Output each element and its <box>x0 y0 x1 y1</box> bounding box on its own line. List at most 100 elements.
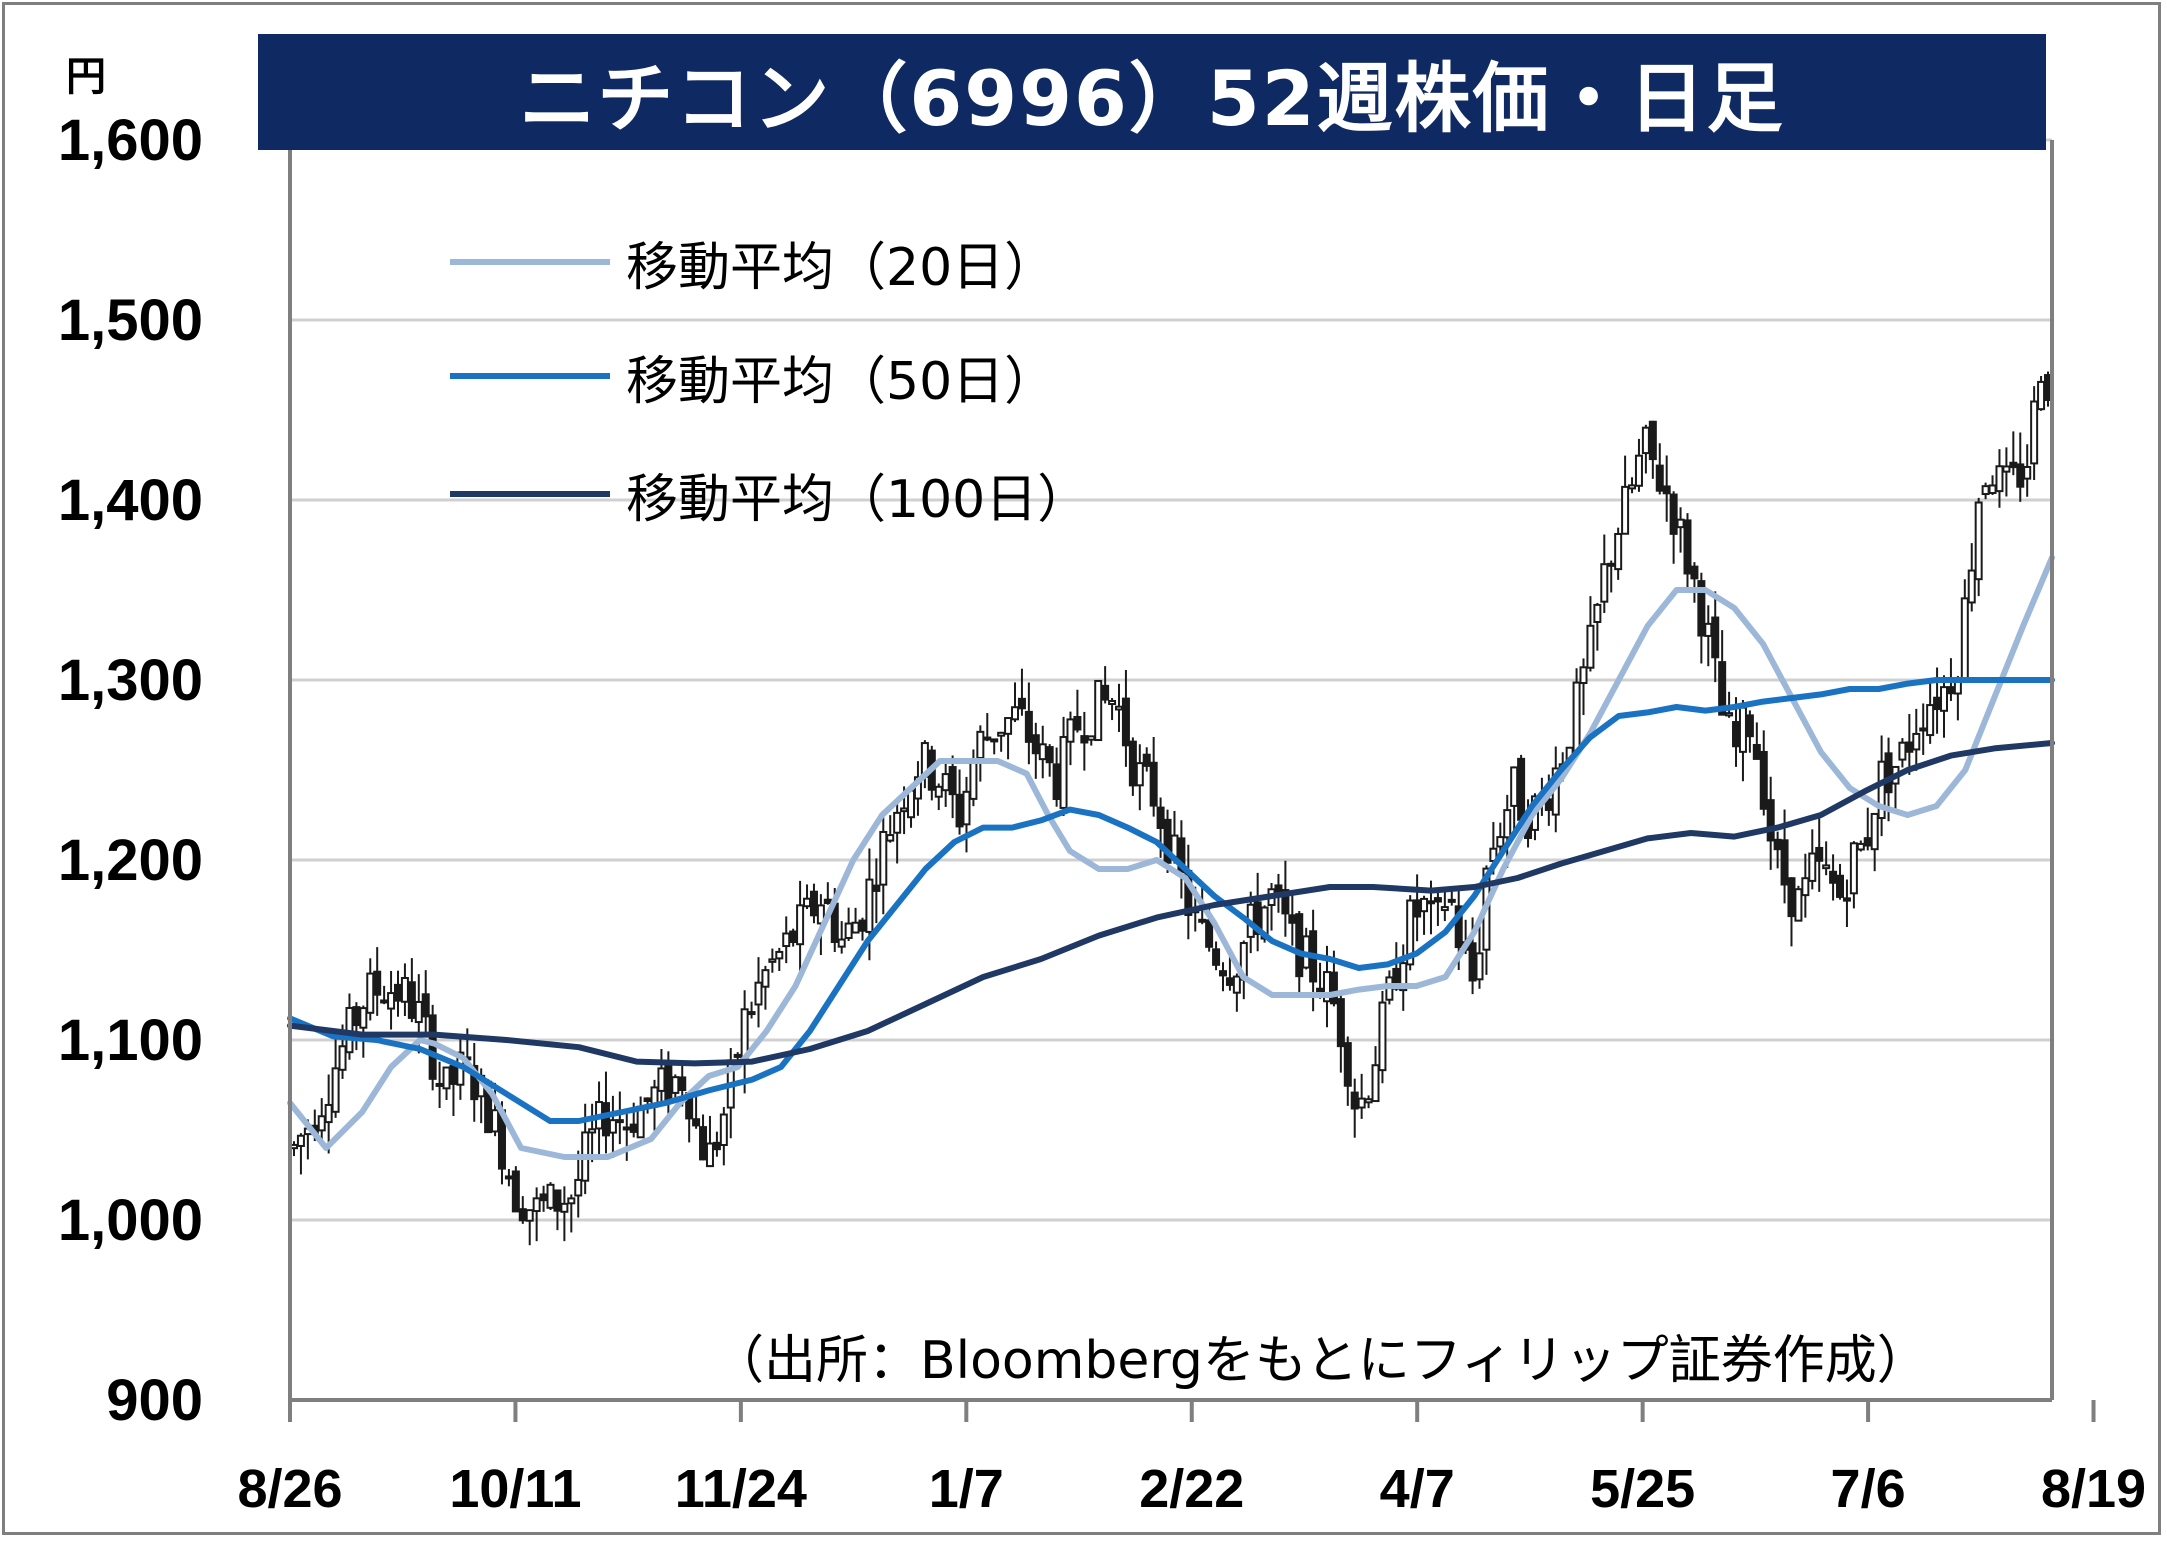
candle-body <box>1066 718 1075 743</box>
candle-body <box>699 1126 708 1161</box>
candle-body <box>1212 948 1221 966</box>
candle-body <box>1198 918 1207 923</box>
candle-body <box>1149 761 1158 807</box>
candle-body <box>1073 715 1082 731</box>
x-tick-label: 4/7 <box>1380 1459 1455 1519</box>
candle-body <box>768 958 777 963</box>
candle-body <box>1946 686 1955 695</box>
candle-body <box>1711 616 1720 659</box>
y-tick-labels: 900 1,000 1,100 1,200 1,300 1,400 1,500 1,600 <box>58 108 203 1433</box>
candle-body <box>1052 763 1061 801</box>
candle-body <box>352 1006 361 1027</box>
candle-body <box>997 731 1006 737</box>
candle-body <box>1357 1097 1366 1109</box>
candle-body <box>1426 900 1435 905</box>
candle-body <box>1135 762 1144 787</box>
candle-body <box>1884 752 1893 794</box>
candle-body <box>1274 884 1283 893</box>
candle-body <box>317 1115 326 1132</box>
candle-body <box>886 834 895 842</box>
y-tick-label: 1,200 <box>58 828 203 893</box>
legend-label-ma100: 移動平均（100日） <box>626 469 1090 530</box>
candle-body <box>1801 877 1810 897</box>
candle-body <box>546 1183 555 1209</box>
candle-body <box>1295 913 1304 978</box>
y-tick-label: 1,100 <box>58 1008 203 1073</box>
candle-body <box>1905 741 1914 753</box>
candle-body <box>775 950 784 960</box>
candle-body <box>1218 970 1227 977</box>
candle-body <box>588 1128 597 1134</box>
candle-body <box>1856 842 1865 851</box>
candle-body <box>1017 697 1026 710</box>
y-tick-label: 1,500 <box>58 288 203 353</box>
legend-swatch-ma20 <box>450 259 610 265</box>
candle-body <box>442 1066 451 1090</box>
candle-body <box>359 1007 368 1029</box>
candle-body <box>983 736 992 741</box>
candle-body <box>331 1067 340 1113</box>
candle-body <box>1329 971 1338 1005</box>
candle-body <box>1898 741 1907 761</box>
ma-line-ma50 <box>287 677 2055 1124</box>
candle-body <box>1371 1064 1380 1103</box>
candle-body <box>1399 962 1408 992</box>
candle-body <box>1676 518 1685 529</box>
candle-body <box>1593 603 1602 624</box>
legend-swatch-ma50 <box>450 373 610 379</box>
candle-body <box>823 898 832 904</box>
legend-label-ma20: 移動平均（20日） <box>626 237 1057 298</box>
candle-body <box>1454 905 1463 949</box>
x-tick-label: 10/11 <box>449 1459 581 1519</box>
candle-body <box>2016 463 2025 488</box>
candle-body <box>1364 1098 1373 1104</box>
candle-body <box>796 904 805 946</box>
candle-body <box>1988 484 1997 495</box>
candle-body <box>1912 732 1921 751</box>
candle-body <box>1718 661 1727 716</box>
candle-body <box>1738 706 1747 753</box>
candle-body <box>1822 864 1831 870</box>
candle-body <box>1621 485 1630 535</box>
candle-body <box>1503 809 1512 839</box>
candle-body <box>1752 743 1761 760</box>
candle-body <box>1648 420 1657 461</box>
candle-body <box>553 1189 562 1212</box>
candle-body <box>1662 485 1671 495</box>
candle-body <box>803 897 812 908</box>
candle-body <box>1926 704 1935 737</box>
candle-body <box>1281 889 1290 915</box>
candle-body <box>1842 897 1851 902</box>
candle-body <box>1288 914 1297 924</box>
candle-body <box>1655 464 1664 492</box>
candle-body <box>1101 684 1110 701</box>
legend-item-ma20: 移動平均（20日） <box>450 232 1056 298</box>
candle-body <box>837 938 846 948</box>
moving-averages <box>287 554 2055 1160</box>
candle-body <box>1031 734 1040 755</box>
candle-body <box>879 830 888 886</box>
candle-body <box>1156 806 1165 829</box>
candle-body <box>782 932 791 948</box>
candle-body <box>657 1067 666 1092</box>
candle-body <box>414 1000 423 1024</box>
candle-body <box>1094 679 1103 742</box>
candle-body <box>1496 836 1505 848</box>
candle-body <box>1142 753 1151 767</box>
candle-body <box>1080 735 1089 744</box>
legend-label-ma50: 移動平均（50日） <box>626 351 1057 412</box>
candle-body <box>1697 580 1706 637</box>
candle-body <box>858 919 867 932</box>
candle-body <box>941 773 950 792</box>
candle-body <box>2023 465 2032 480</box>
candle-body <box>948 766 957 796</box>
candle-body <box>1669 493 1678 535</box>
candle-body <box>1787 877 1796 918</box>
candle-body <box>1829 870 1838 884</box>
candle-body <box>893 811 902 834</box>
candle-body <box>366 972 375 1014</box>
candle-body <box>324 1103 333 1124</box>
candle-body <box>622 1126 631 1131</box>
x-tick-labels: 8/26 10/11 11/24 1/7 2/22 4/7 5/25 7/6 8/19 <box>237 1459 2146 1519</box>
candle-body <box>1378 1001 1387 1072</box>
